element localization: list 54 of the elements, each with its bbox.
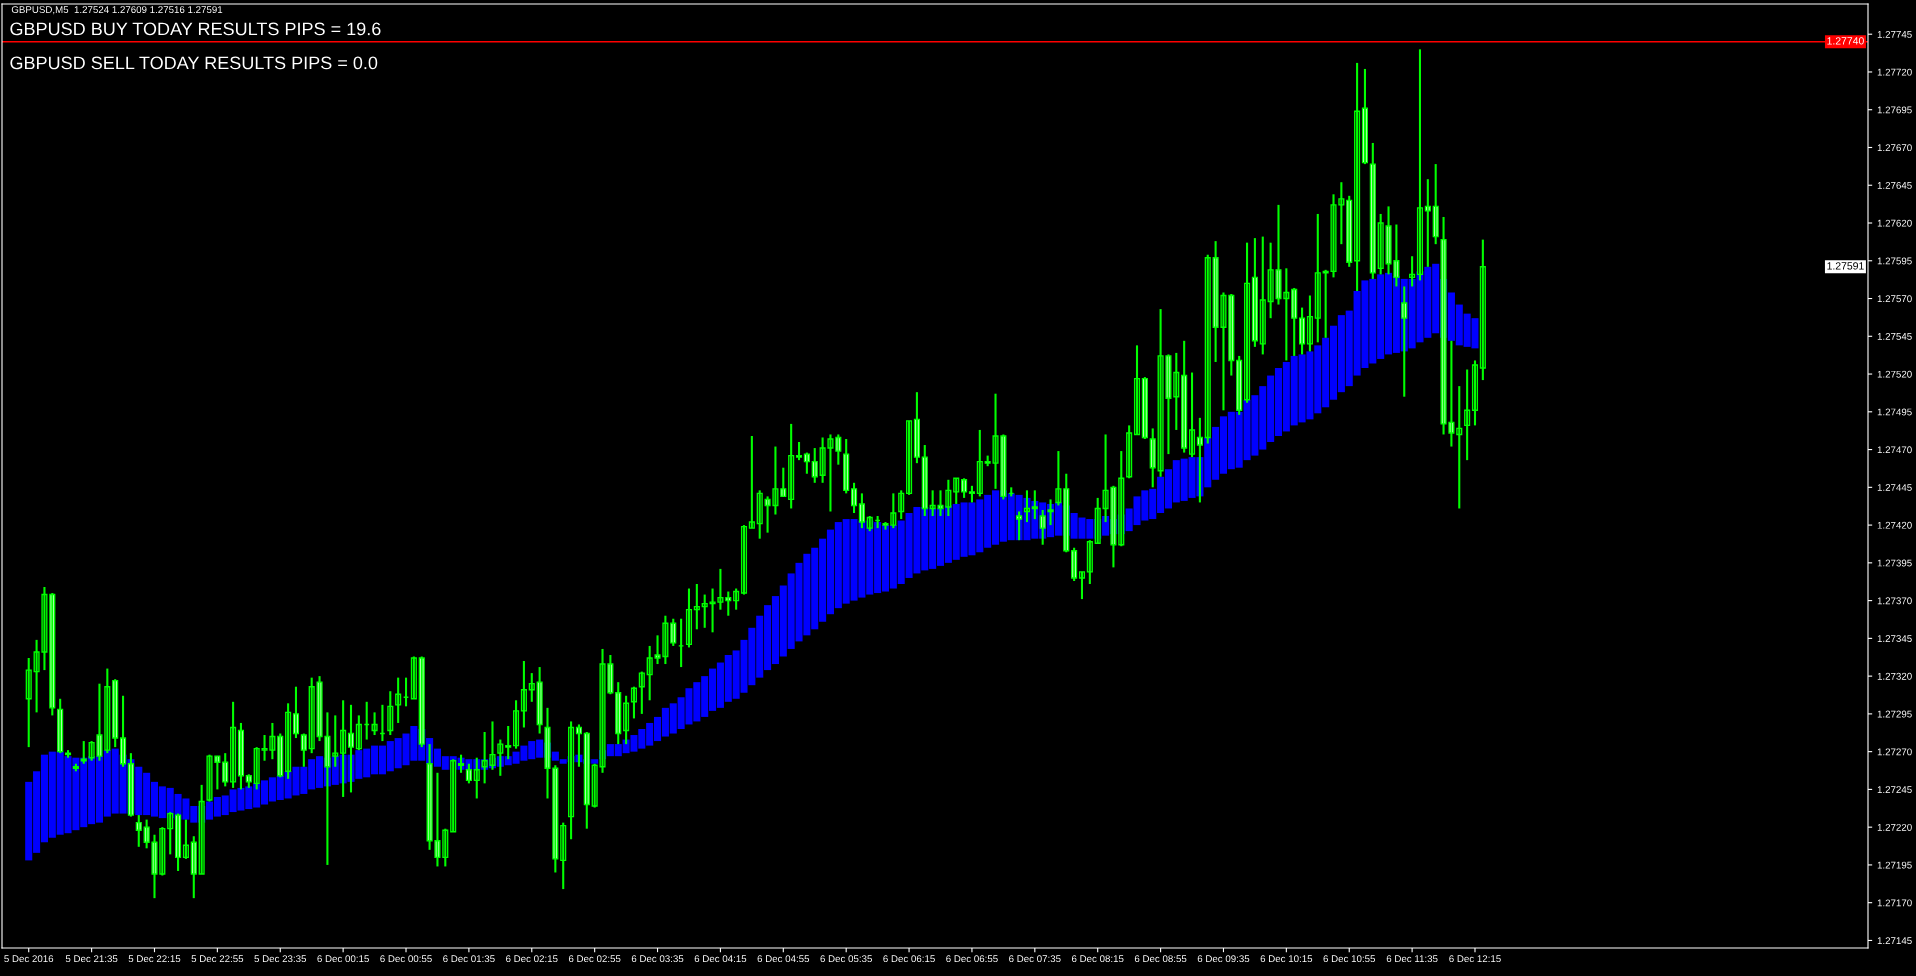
y-tick-label: 1.27370 [1877, 597, 1912, 605]
y-tick-label: 1.27195 [1877, 861, 1912, 869]
y-tick-label: 1.27595 [1877, 257, 1912, 265]
y-tick-label: 1.27720 [1877, 68, 1912, 76]
annotation: 1.27591 [1827, 262, 1864, 270]
y-tick-label: 1.27670 [1877, 144, 1912, 152]
y-tick-label: 1.27145 [1877, 937, 1912, 945]
x-tick-label: 6 Dec 12:15 [1449, 955, 1501, 963]
annotation: GBPUSD SELL TODAY RESULTS PIPS = 0.0 [10, 56, 378, 70]
y-tick-label: 1.27570 [1877, 295, 1912, 303]
ref-line-label: 1.27740 [1827, 37, 1864, 45]
x-tick-label: 6 Dec 00:55 [380, 955, 432, 963]
y-tick-label: 1.27495 [1877, 408, 1912, 416]
y-tick-label: 1.27270 [1877, 748, 1912, 756]
x-tick-label: 5 Dec 23:35 [254, 955, 307, 963]
y-tick-label: 1.27695 [1877, 106, 1912, 114]
y-tick-label: 1.27395 [1877, 559, 1912, 567]
x-tick-label: 6 Dec 02:15 [506, 955, 558, 963]
y-tick-label: 1.27745 [1877, 30, 1912, 38]
y-tick-label: 1.27345 [1877, 635, 1912, 642]
x-tick-label: 6 Dec 04:15 [694, 955, 747, 963]
x-tick-label: 5 Dec 22:55 [191, 955, 244, 963]
y-tick-label: 1.27220 [1877, 823, 1912, 831]
y-tick-label: 1.27470 [1877, 446, 1912, 454]
y-tick-label: 1.27295 [1877, 710, 1912, 718]
y-tick-label: 1.27320 [1877, 672, 1912, 680]
y-tick-label: 1.27520 [1877, 370, 1912, 378]
x-tick-label: 6 Dec 08:55 [1134, 955, 1187, 963]
y-tick-label: 1.27245 [1877, 786, 1912, 794]
x-tick-label: 6 Dec 06:15 [883, 955, 935, 963]
x-tick-label: 5 Dec 21:35 [65, 955, 118, 963]
x-tick-label: 6 Dec 10:15 [1260, 955, 1313, 963]
x-tick-label: 6 Dec 10:55 [1323, 955, 1376, 963]
x-tick-label: 6 Dec 08:15 [1071, 955, 1124, 963]
y-tick-label: 1.27445 [1877, 484, 1912, 491]
y-tick-label: 1.27645 [1877, 181, 1912, 189]
x-tick-label: 6 Dec 04:55 [757, 955, 810, 963]
y-tick-label: 1.27170 [1877, 899, 1912, 907]
y-tick-label: 1.27620 [1877, 219, 1912, 227]
x-tick-label: 6 Dec 00:15 [317, 955, 369, 963]
x-tick-label: 5 Dec 2016 [4, 955, 54, 963]
x-tick-label: 6 Dec 02:55 [568, 955, 621, 963]
y-tick-label: 1.27420 [1877, 521, 1912, 529]
annotation: GBPUSD BUY TODAY RESULTS PIPS = 19.6 [10, 22, 381, 36]
x-tick-label: 6 Dec 06:55 [946, 955, 998, 963]
x-tick-label: 6 Dec 05:35 [820, 955, 872, 963]
x-tick-label: 6 Dec 01:35 [443, 955, 495, 963]
x-tick-label: 5 Dec 22:15 [128, 955, 181, 963]
y-tick-label: 1.27545 [1877, 333, 1912, 340]
x-tick-label: 6 Dec 03:35 [631, 955, 684, 963]
x-tick-label: 6 Dec 11:35 [1386, 955, 1438, 963]
chart-title: GBPUSD,M5 1.27524 1.27609 1.27516 1.27591 [11, 6, 223, 15]
x-tick-label: 6 Dec 09:35 [1197, 955, 1250, 963]
x-tick-label: 6 Dec 07:35 [1009, 955, 1061, 963]
